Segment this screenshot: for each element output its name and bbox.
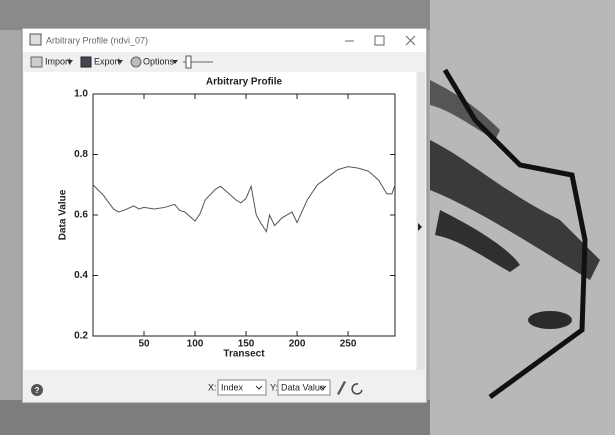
- window-title: Arbitrary Profile (ndvi_07): [46, 35, 148, 45]
- y-tick-label: 0.6: [74, 210, 88, 221]
- screen: Arbitrary Profile (ndvi_07) Import Expor…: [0, 0, 615, 435]
- options-icon: [131, 57, 141, 67]
- chart-title: Arbitrary Profile: [206, 77, 283, 88]
- export-icon: [81, 57, 91, 67]
- y-select-label: Y:: [270, 382, 278, 392]
- slider-thumb[interactable]: [186, 56, 191, 68]
- export-label: Export: [94, 56, 121, 66]
- y-tick-label: 1.0: [74, 89, 88, 100]
- x-tick-label: 200: [289, 339, 306, 350]
- y-tick-label: 0.2: [74, 331, 88, 342]
- import-button[interactable]: Import: [31, 56, 73, 67]
- x-tick-label: 250: [340, 339, 357, 350]
- help-label: ?: [35, 386, 40, 395]
- app-icon: [30, 34, 41, 45]
- plot-canvas: [24, 72, 416, 370]
- y-tick-label: 0.8: [74, 149, 88, 160]
- y-select-value: Data Value: [281, 382, 325, 392]
- x-tick-label: 100: [187, 339, 204, 350]
- y-axis-label: Data Value: [58, 189, 69, 240]
- x-axis-label: Transect: [223, 349, 265, 360]
- x-select-label: X:: [208, 382, 217, 392]
- x-tick-label: 150: [238, 339, 255, 350]
- page: Arbitrary Profile (ndvi_07) Import Expor…: [0, 0, 615, 435]
- image-region: [0, 0, 430, 30]
- x-select-value: Index: [221, 382, 244, 392]
- options-label: Options: [143, 56, 175, 66]
- import-label: Import: [45, 56, 71, 66]
- options-button[interactable]: Options: [131, 56, 178, 67]
- side-panel-handle[interactable]: [417, 72, 425, 370]
- import-icon: [31, 57, 42, 67]
- image-region: [0, 400, 430, 435]
- x-tick-label: 50: [138, 339, 150, 350]
- image-water: [528, 311, 572, 329]
- y-tick-label: 0.4: [74, 270, 88, 281]
- export-button[interactable]: Export: [81, 56, 123, 67]
